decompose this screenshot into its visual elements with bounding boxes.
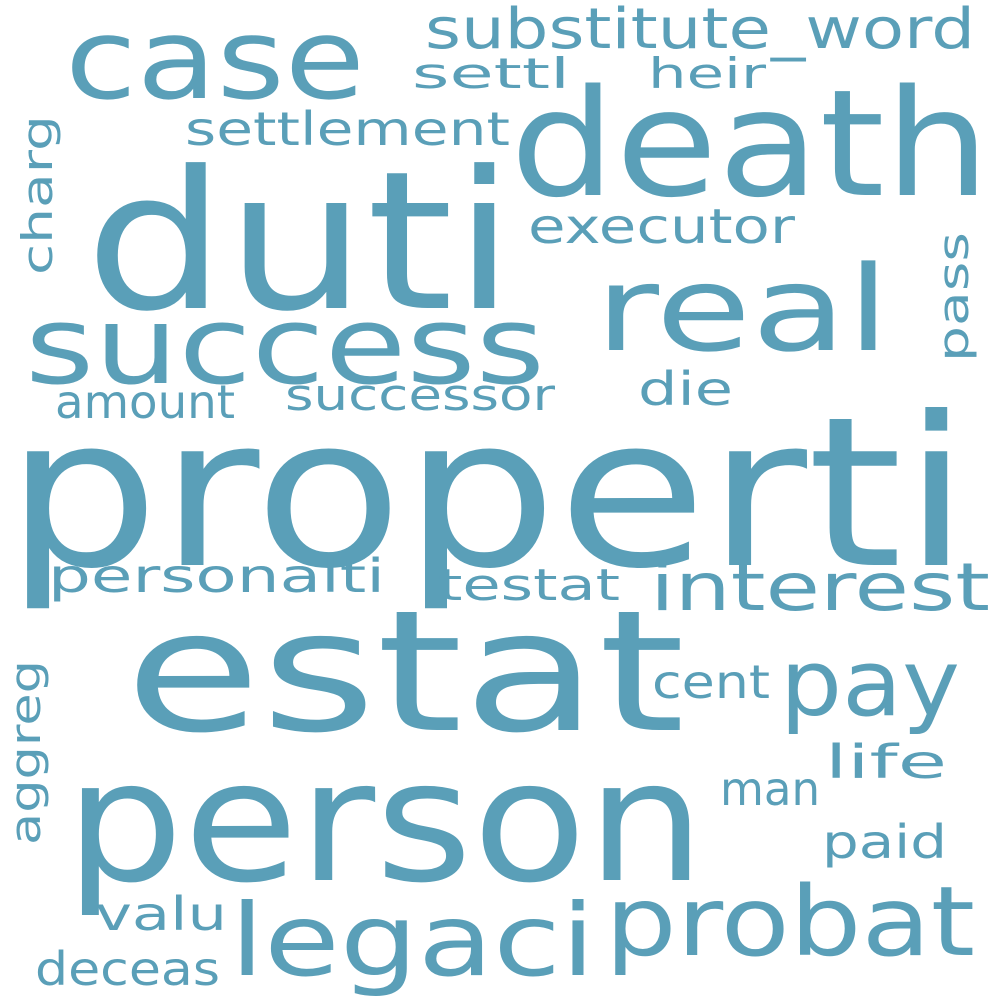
word-life: life [825, 735, 947, 789]
word-successor: successor [285, 370, 556, 421]
word-personalti: personalti [48, 549, 385, 603]
word-executor: executor [528, 199, 795, 255]
word-amount: amount [55, 375, 235, 429]
word-interest: interest [650, 549, 990, 626]
word-aggreg: aggreg [1, 660, 50, 845]
word-legaci: legaci [230, 882, 595, 999]
word-settl: settl [412, 49, 570, 98]
word-cent: cent [652, 655, 770, 709]
word-paid: paid [822, 815, 947, 869]
word-valu: valu [95, 887, 227, 941]
word-pass: pass [929, 232, 978, 362]
word-testat: testat [438, 560, 620, 611]
word-duti: duti [85, 131, 515, 354]
word-substitute_word: substitute_word [425, 0, 975, 62]
word-heir: heir [648, 49, 767, 98]
word-case: case [65, 0, 365, 125]
word-charg: charg [13, 115, 62, 275]
word-real: real [595, 240, 890, 378]
word-death: death [510, 58, 990, 230]
word-settlement: settlement [185, 102, 510, 156]
word-estat: estat [125, 574, 685, 770]
word-die: die [638, 362, 733, 416]
word-person: person [65, 724, 705, 920]
word-pay: pay [780, 630, 960, 737]
word-probat: probat [605, 866, 975, 978]
word-properti: properti [5, 373, 970, 615]
word-success: success [25, 284, 545, 409]
word-man: man [720, 762, 820, 816]
word-deceas: deceas [35, 942, 220, 996]
